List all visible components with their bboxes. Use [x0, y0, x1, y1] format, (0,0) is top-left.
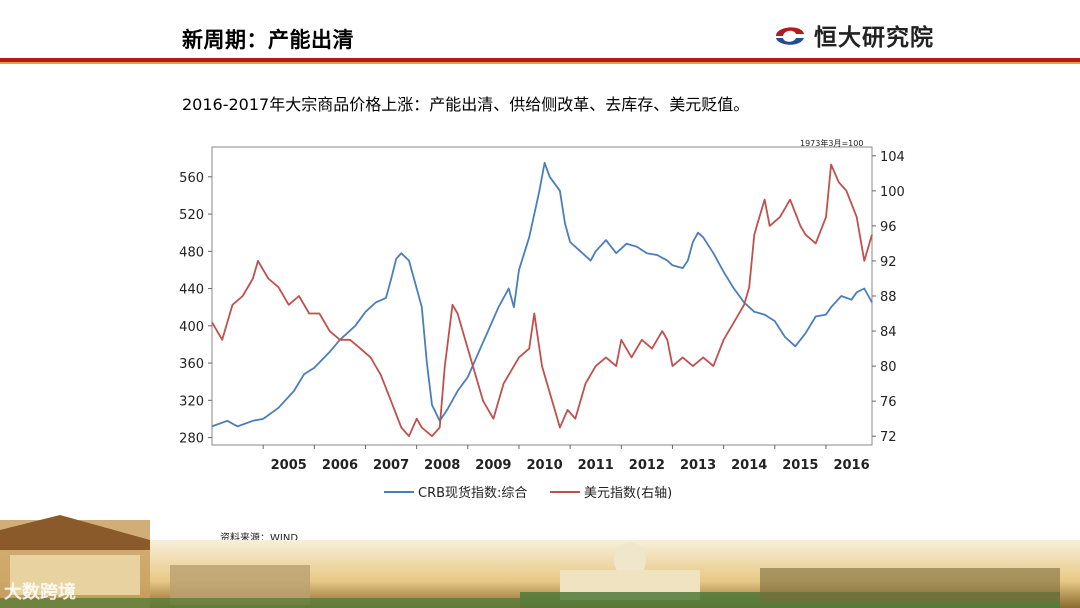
right-tick-label: 84: [880, 325, 897, 340]
slide-subtitle: 2016-2017年大宗商品价格上涨：产能出清、供给侧改革、去库存、美元贬值。: [182, 95, 750, 114]
x-tick-label: 2013: [680, 458, 716, 473]
x-tick-label: 2006: [322, 458, 358, 473]
brand-logo: 恒大研究院: [772, 18, 934, 52]
right-tick-label: 92: [880, 255, 897, 270]
right-axis-note: 1973年3月=100: [800, 138, 863, 148]
x-tick-label: 2012: [629, 458, 665, 473]
legend-label-usd: 美元指数(右轴): [584, 486, 672, 501]
x-tick-label: 2010: [526, 458, 562, 473]
right-tick-label: 100: [880, 185, 905, 200]
chart-axes: [211, 146, 873, 446]
source-note: 资料来源：WIND: [220, 533, 299, 544]
chart-legend: CRB现货指数:综合 美元指数(右轴): [384, 485, 672, 501]
right-tick-label: 104: [880, 150, 905, 165]
left-tick-label: 400: [179, 320, 204, 335]
x-tick-label: 2016: [833, 458, 869, 473]
right-tick-label: 76: [880, 395, 897, 410]
slide-title: 新周期：产能出清: [182, 28, 354, 52]
header-rule-gold: [0, 62, 1080, 64]
left-tick-label: 520: [179, 208, 204, 223]
brand-name: 恒大研究院: [814, 25, 934, 51]
x-tick-label: 2009: [475, 458, 511, 473]
chart-series: [211, 161, 873, 438]
right-tick-label: 96: [880, 220, 897, 235]
x-tick-label: 2005: [271, 458, 307, 473]
chart-ticks: 280 320 360 400 440 480 520 560 72 76 80 84 88 92 96 10…: [179, 150, 905, 473]
footer-architecture-banner: [0, 515, 1080, 608]
left-tick-label: 360: [179, 357, 204, 372]
x-tick-label: 2008: [424, 458, 460, 473]
left-tick-label: 560: [179, 171, 204, 186]
x-tick-label: 2014: [731, 458, 767, 473]
x-tick-label: 2007: [373, 458, 409, 473]
left-tick-label: 280: [179, 432, 204, 447]
x-tick-label: 2011: [578, 458, 614, 473]
header-rule-red: [0, 58, 1080, 62]
legend-label-crb: CRB现货指数:综合: [418, 485, 527, 501]
series-line-usd: [211, 163, 873, 438]
left-tick-label: 480: [179, 245, 204, 260]
x-tick-label: 2015: [782, 458, 818, 473]
watermark: 大数跨境: [4, 582, 76, 603]
left-tick-label: 320: [179, 394, 204, 409]
right-tick-label: 88: [880, 290, 897, 305]
brand-emblem-icon: [776, 27, 804, 45]
series-line-crb: [211, 161, 873, 428]
left-tick-label: 440: [179, 283, 204, 298]
right-tick-label: 72: [880, 430, 897, 445]
right-tick-label: 80: [880, 360, 897, 375]
plot-area: [211, 146, 873, 446]
